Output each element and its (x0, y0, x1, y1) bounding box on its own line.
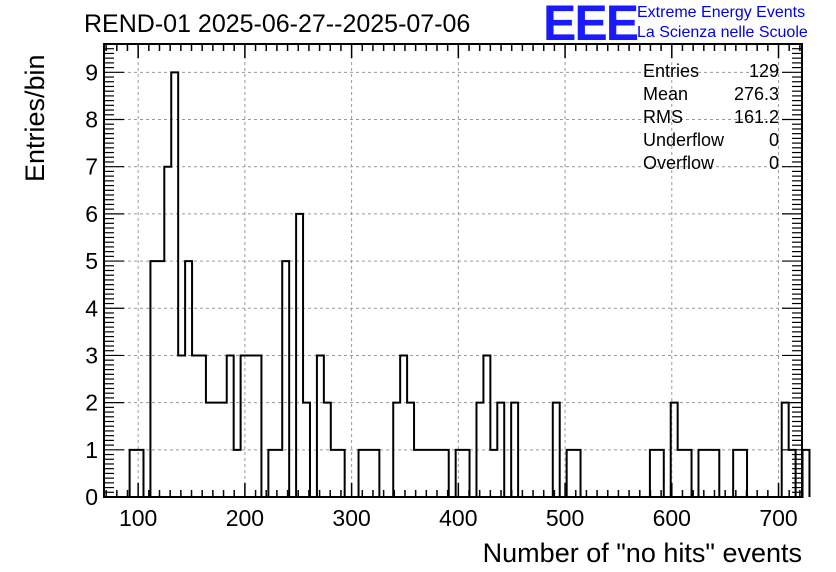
y-tick-label: 0 (85, 484, 98, 510)
y-tick-label: 3 (85, 342, 98, 368)
stat-overflow: Overflow 0 (643, 153, 779, 173)
logo-line-1: Extreme Energy Events (637, 4, 806, 21)
x-tick-label: 300 (332, 505, 370, 531)
stat-entries: Entries 129 (643, 61, 779, 81)
x-tick-label: 600 (653, 505, 691, 531)
y-tick-label: 7 (85, 154, 98, 180)
y-tick-label: 2 (85, 390, 98, 416)
x-tick-label: 400 (439, 505, 477, 531)
x-tick-label: 200 (226, 505, 264, 531)
x-tick-label: 500 (546, 505, 584, 531)
stats-box: Entries 129 Mean 276.3 RMS 161.2 Underflow 0… (643, 60, 779, 175)
x-tick-label: 700 (759, 505, 797, 531)
y-tick-label: 6 (85, 201, 98, 227)
eee-logo: EEE (543, 0, 639, 51)
plot-title: REND-01 2025-06-27--2025-07-06 (84, 10, 471, 38)
y-tick-label: 1 (85, 437, 98, 463)
y-tick-label: 4 (85, 295, 98, 321)
x-axis-title: Number of "no hits" events (482, 538, 802, 568)
y-axis-title: Entries/bin (20, 54, 50, 182)
stat-rms: RMS 161.2 (643, 107, 779, 127)
stat-underflow: Underflow 0 (643, 130, 779, 150)
y-tick-label: 9 (85, 59, 98, 85)
y-tick-label: 5 (85, 248, 98, 274)
logo-line-2: La Scienza nelle Scuole (637, 24, 808, 41)
y-tick-label: 8 (85, 107, 98, 133)
x-tick-label: 100 (119, 505, 157, 531)
stat-mean: Mean 276.3 (643, 84, 779, 104)
